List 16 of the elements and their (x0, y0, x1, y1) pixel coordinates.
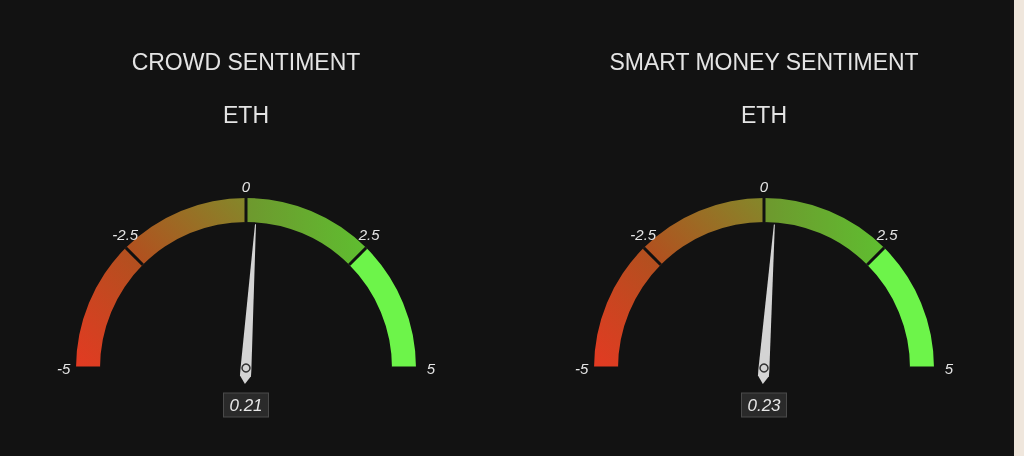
text: CROWD SENTIMENT (131, 49, 361, 75)
text: SMART MONEY SENTIMENT (609, 49, 919, 75)
data-label: 0.23 (747, 395, 782, 415)
text: ETH (741, 102, 787, 128)
text: 5 (944, 359, 954, 377)
text: 0 (759, 178, 769, 195)
data-label: 0.21 (229, 395, 263, 415)
text: 5 (426, 359, 436, 377)
text: ETH (223, 102, 269, 128)
text: 2.5 (875, 225, 899, 243)
text: -5 (575, 359, 589, 377)
text: -2.5 (112, 225, 139, 243)
text: -2.5 (630, 225, 657, 243)
text: 0 (241, 178, 251, 195)
text: -5 (57, 359, 71, 377)
text: 2.5 (357, 225, 381, 243)
